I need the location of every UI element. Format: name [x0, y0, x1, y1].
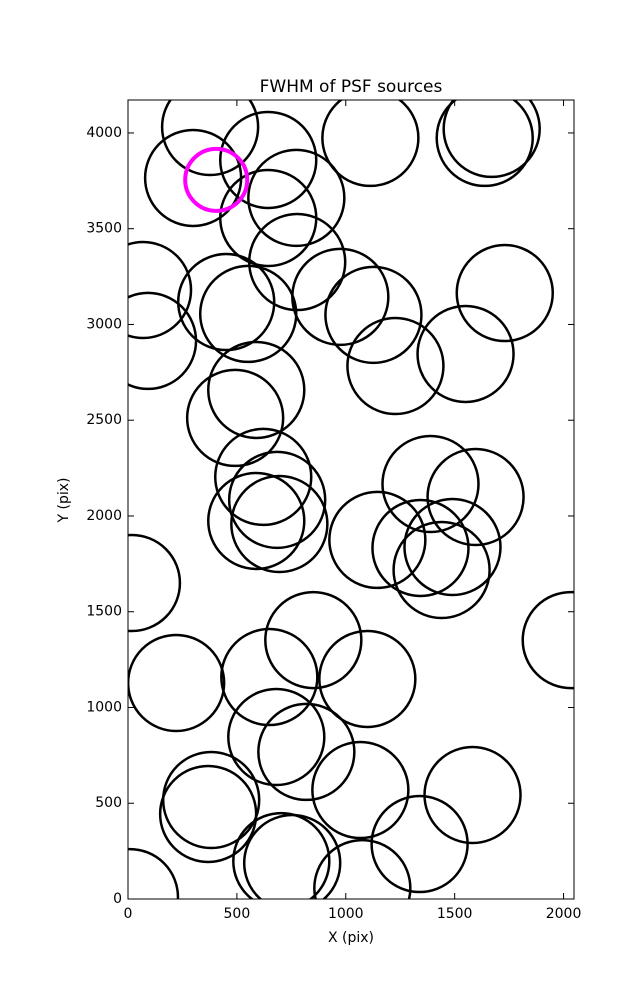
- psf-circle: [128, 847, 180, 899]
- psf-circle: [291, 247, 390, 347]
- psf-circle: [455, 243, 554, 343]
- psf-circle: [257, 702, 356, 802]
- psf-circle: [392, 520, 491, 620]
- psf-circle: [128, 533, 182, 633]
- psf-circle: [346, 316, 445, 416]
- y-tick-label: 1500: [86, 604, 122, 620]
- psf-circle: [521, 590, 574, 690]
- psf-circle: [218, 168, 318, 268]
- psf-circle: [311, 740, 410, 840]
- psf-circle: [264, 590, 363, 690]
- psf-circle: [426, 447, 525, 547]
- psf-circle: [313, 838, 412, 899]
- psf-circle: [328, 490, 427, 590]
- psf-circle: [128, 291, 198, 391]
- psf-circle: [160, 100, 260, 177]
- x-tick-label: 1500: [437, 906, 473, 922]
- psf-circle: [213, 427, 313, 527]
- psf-circle: [435, 100, 534, 188]
- y-axis-label: Y (pix): [56, 478, 72, 524]
- x-axis-label: X (pix): [328, 930, 374, 946]
- psf-circle: [442, 100, 541, 179]
- x-tick-label: 0: [124, 906, 133, 922]
- psf-circle: [143, 128, 243, 228]
- psf-circle: [416, 304, 515, 404]
- x-tick-label: 1000: [328, 906, 364, 922]
- x-tick-label: 500: [224, 906, 251, 922]
- psf-circle: [381, 434, 480, 534]
- psf-circle: [232, 811, 331, 899]
- y-tick-label: 4000: [86, 125, 122, 141]
- psf-circle: [128, 633, 226, 733]
- psf-circle: [185, 368, 285, 468]
- psf-circle: [321, 100, 420, 188]
- y-tick-label: 3500: [86, 221, 122, 237]
- psf-circle: [198, 264, 298, 364]
- psf-circle: [403, 497, 502, 597]
- psf-circle: [176, 252, 276, 352]
- psf-circle: [247, 148, 346, 248]
- psf-circle: [318, 629, 417, 729]
- psf-circle: [183, 146, 250, 213]
- psf-circle: [370, 794, 469, 894]
- plot-frame: [127, 99, 575, 900]
- psf-circle: [207, 471, 306, 571]
- chart-title: FWHM of PSF sources: [260, 77, 443, 97]
- y-tick-label: 500: [95, 795, 122, 811]
- y-tick-label: 1000: [86, 699, 122, 715]
- psf-circle: [158, 764, 258, 864]
- psf-circle: [207, 340, 306, 440]
- psf-circle: [242, 813, 342, 899]
- y-tick-label: 3000: [86, 316, 122, 332]
- psf-circle: [227, 450, 327, 550]
- psf-circle: [128, 240, 193, 340]
- y-tick-label: 2500: [86, 412, 122, 428]
- psf-circle: [227, 687, 326, 787]
- y-tick-label: 0: [113, 891, 122, 907]
- psf-circle: [371, 498, 470, 598]
- psf-circle: [423, 745, 522, 845]
- y-tick-label: 2000: [86, 508, 122, 524]
- psf-circle: [230, 474, 329, 574]
- psf-circle: [218, 110, 318, 210]
- psf-circle: [220, 627, 319, 727]
- x-tick-label: 2000: [546, 906, 582, 922]
- psf-circle: [324, 265, 423, 365]
- plot-area: [128, 100, 574, 899]
